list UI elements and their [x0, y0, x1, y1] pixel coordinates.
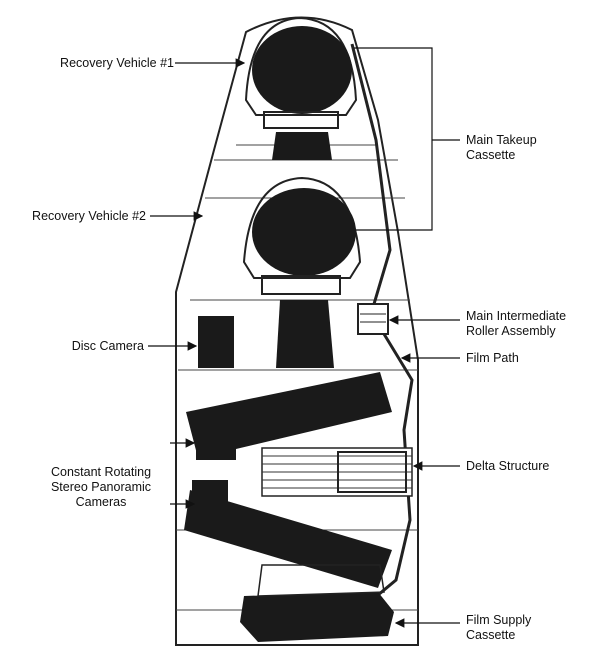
vehicle-outline [175, 16, 419, 646]
label-main-takeup-cassette: Main Takeup Cassette [466, 133, 537, 162]
label-recovery-vehicle-2: Recovery Vehicle #2 [32, 209, 146, 223]
label-main-intermediate-roller: Main Intermediate Roller Assembly [466, 309, 567, 338]
label-film-path: Film Path [466, 351, 519, 365]
film-supply-cassette [240, 592, 394, 642]
label-disc-camera: Disc Camera [71, 339, 144, 353]
recovery-vehicle-2 [242, 176, 362, 368]
disc-camera [198, 316, 234, 368]
recovery-vehicle-1 [244, 16, 358, 160]
label-delta-structure: Delta Structure [466, 459, 550, 473]
bracket-main-takeup [354, 47, 433, 231]
label-recovery-vehicle-1: Recovery Vehicle #1 [60, 56, 174, 70]
label-film-supply-cassette: Film Supply Cassette [466, 613, 532, 642]
panoramic-camera-lower [184, 480, 392, 588]
panoramic-camera-upper [186, 372, 392, 460]
main-intermediate-roller [357, 303, 389, 335]
label-panoramic-cameras: Constant Rotating Stereo Panoramic Camer… [50, 465, 152, 509]
delta-structure [261, 447, 413, 497]
supply-housing [257, 564, 385, 597]
